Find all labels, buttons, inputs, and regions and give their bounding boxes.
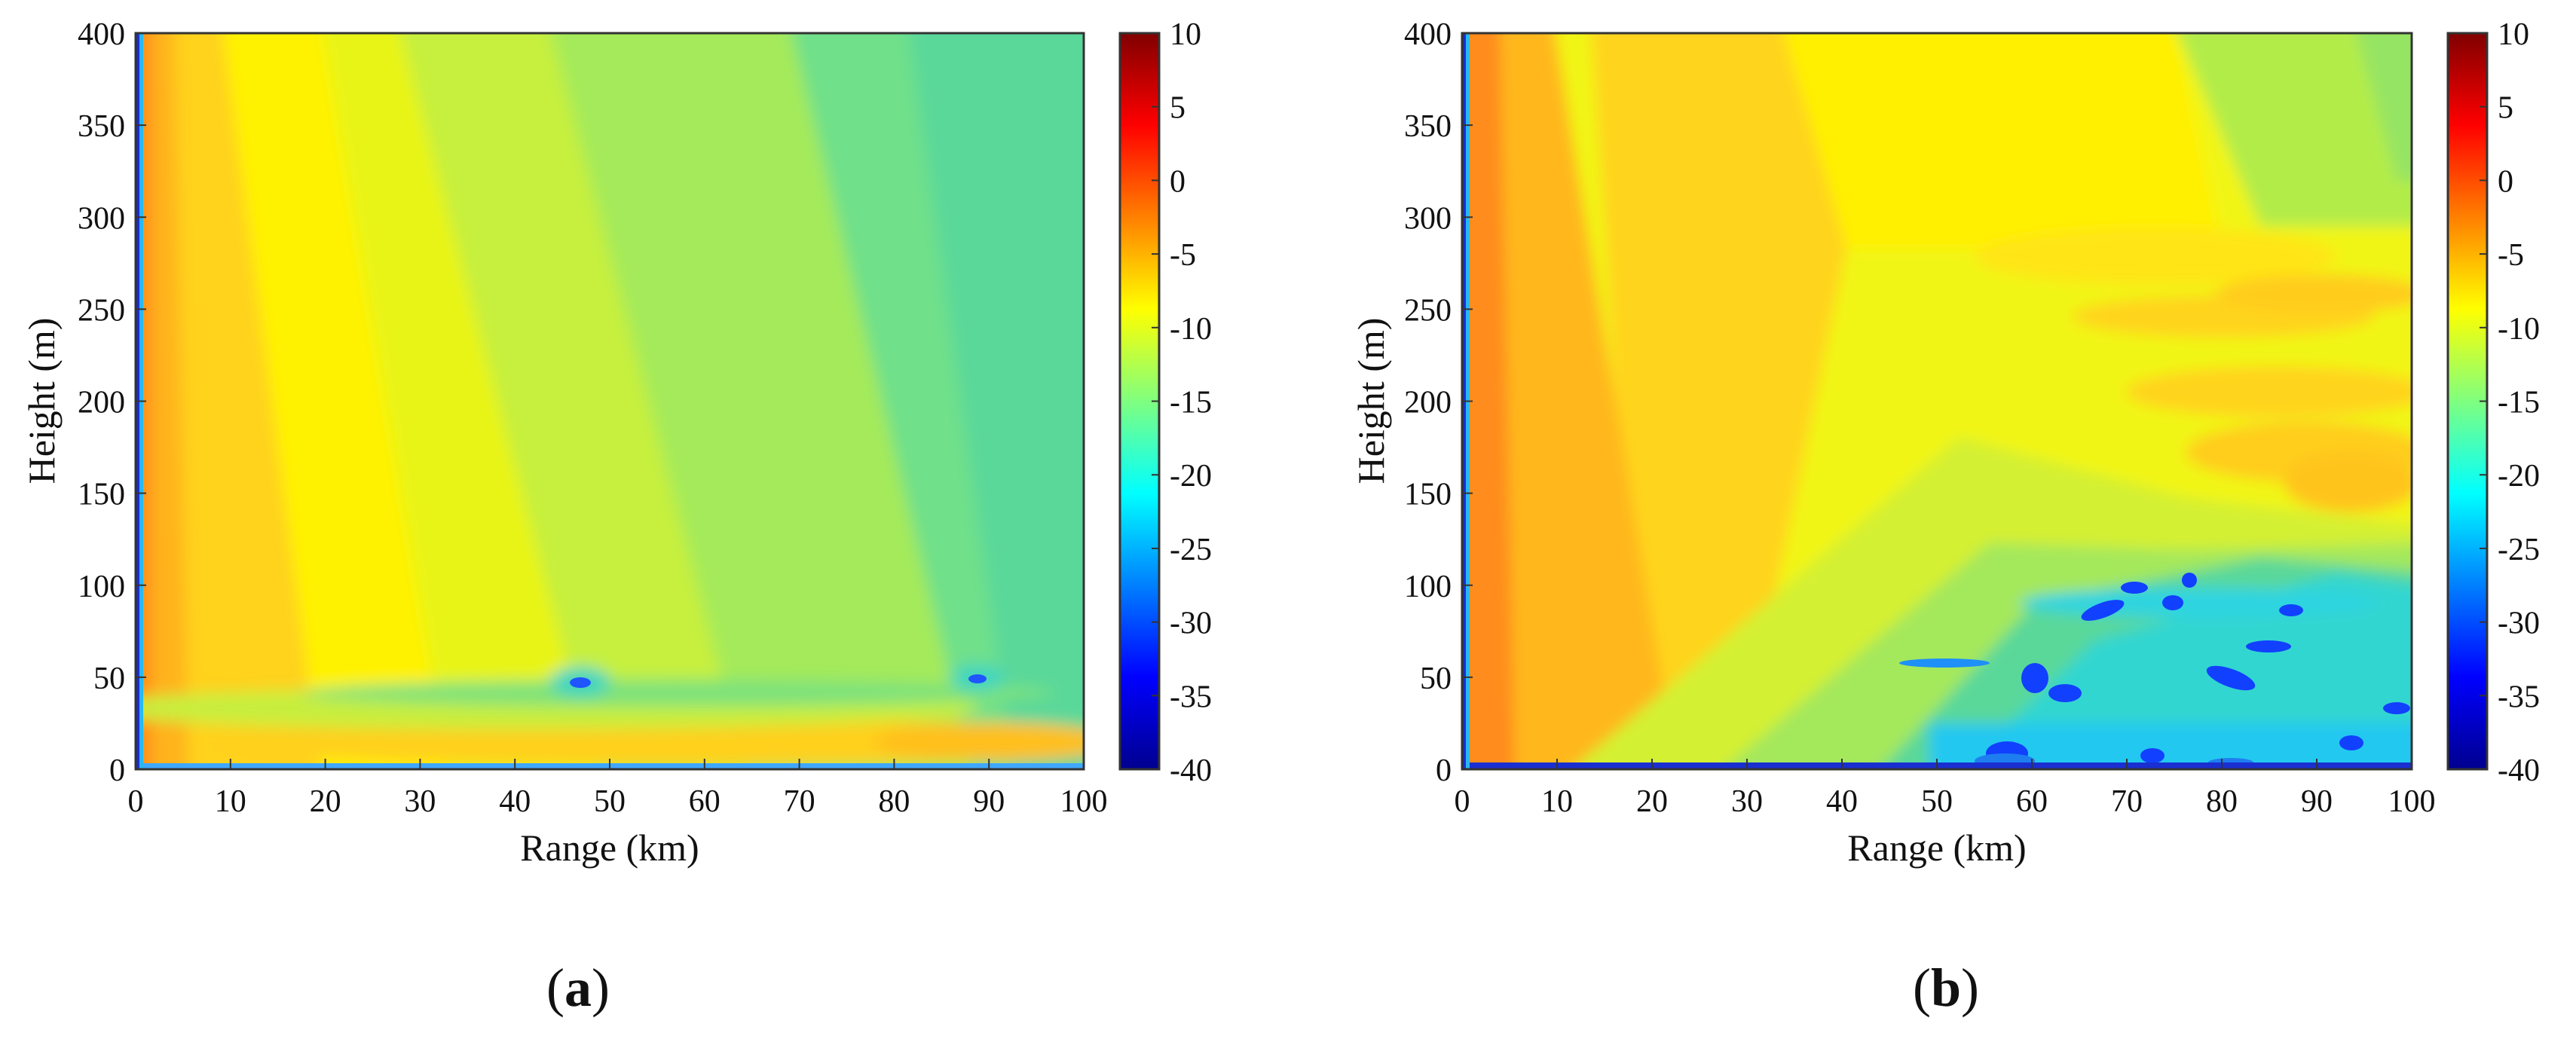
y-tick-label: 400 <box>78 17 125 52</box>
colorbar-tick-label: 0 <box>2498 164 2513 199</box>
y-tick-label: 250 <box>1404 293 1452 328</box>
x-tick-label: 100 <box>2388 784 2436 819</box>
colorbar-tick-label: -20 <box>1170 459 1212 493</box>
x-tick-label: 70 <box>2111 784 2143 819</box>
y-tick-label: 350 <box>78 109 125 144</box>
y-tick-label: 150 <box>78 478 125 512</box>
y-tick-label: 250 <box>78 293 125 328</box>
x-axis-label-a: Range (km) <box>520 827 699 869</box>
y-axis-a: 0 50 100 150 200 250 300 350 400 <box>78 17 146 788</box>
colorbar-tick-label: 10 <box>2498 17 2529 52</box>
x-tick-label: 50 <box>594 784 626 819</box>
x-tick-label: 20 <box>310 784 341 819</box>
y-tick-label: 400 <box>1404 17 1452 52</box>
colorbar-ticks-a: 10 5 0 -5 -10 -15 -20 -25 -30 -35 -40 <box>1152 17 1212 788</box>
colorbar-tick-label: 5 <box>2498 91 2513 126</box>
x-axis-label-b: Range (km) <box>1847 827 2026 869</box>
y-axis-label-b: Height (m) <box>1350 318 1392 484</box>
colorbar-tick-label: -40 <box>2498 753 2540 788</box>
colorbar-tick-label: -10 <box>2498 312 2540 347</box>
colorbar-tick-label: -35 <box>2498 680 2540 714</box>
plot-area-b <box>1462 33 2412 769</box>
x-tick-label: 40 <box>1826 784 1858 819</box>
y-tick-label: 0 <box>1436 753 1452 788</box>
x-tick-label: 10 <box>215 784 246 819</box>
panel-b: 0 10 20 30 40 50 60 70 80 90 100 05010015020025030… <box>1350 17 2540 869</box>
x-tick-label: 80 <box>878 784 910 819</box>
colorbar-tick-label: -5 <box>1170 238 1196 273</box>
x-tick-label: 50 <box>1921 784 1953 819</box>
y-tick-label: 200 <box>78 386 125 420</box>
x-tick-label: 90 <box>2301 784 2333 819</box>
colorbar-tick-label: -15 <box>2498 386 2540 420</box>
x-tick-label: 40 <box>499 784 531 819</box>
y-axis-b: 0 50 100 150 200 250 300 350 400 <box>1404 17 1473 788</box>
colorbar-tick-label: -25 <box>2498 533 2540 567</box>
y-axis-label-a: Height (m) <box>20 318 63 484</box>
plot-area-a <box>136 33 1084 769</box>
panel-letter-b: b <box>1930 958 1962 1018</box>
colorbar-tick-label: -25 <box>1170 533 1212 567</box>
y-tick-label: 100 <box>1404 570 1452 604</box>
x-axis-a: 0 10 20 30 40 50 60 70 80 90 100 <box>128 759 1108 819</box>
y-tick-label: 100 <box>78 570 125 604</box>
x-tick-label: 30 <box>1731 784 1763 819</box>
x-tick-label: 70 <box>784 784 815 819</box>
colorbar-tick-label: -40 <box>1170 753 1212 788</box>
panel-letter-a: a <box>564 958 592 1018</box>
x-tick-label: 0 <box>128 784 144 819</box>
colorbar-tick-label: 5 <box>1170 91 1186 126</box>
x-tick-label: 100 <box>1060 784 1108 819</box>
colorbar-tick-label: -5 <box>2498 238 2524 273</box>
colorbar-tick-label: -15 <box>1170 386 1212 420</box>
x-tick-label: 80 <box>2206 784 2238 819</box>
colorbar-tick-label: -30 <box>1170 607 1212 641</box>
y-tick-label: 300 <box>1404 201 1452 236</box>
x-tick-label: 30 <box>404 784 436 819</box>
panel-a: 0 10 20 30 40 50 60 70 80 90 100 05010015020025030… <box>20 17 1212 869</box>
x-tick-label: 90 <box>973 784 1005 819</box>
x-axis-b: 0 10 20 30 40 50 60 70 80 90 100 <box>1455 759 2436 819</box>
x-tick-label: 60 <box>2016 784 2048 819</box>
y-tick-label: 300 <box>78 201 125 236</box>
colorbar-tick-label: -30 <box>2498 607 2540 641</box>
colorbar-tick-label: 0 <box>1170 164 1186 199</box>
panel-label-b: (b) <box>1913 958 1980 1018</box>
y-tick-label: 200 <box>1404 386 1452 420</box>
panel-label-a: (a) <box>546 958 610 1018</box>
y-tick-label: 0 <box>109 753 125 788</box>
y-tick-label: 50 <box>1420 662 1452 696</box>
colorbar-ticks-b: 10 5 0 -5 -10 -15 -20 -25 -30 -35 -40 <box>2480 17 2540 788</box>
x-tick-label: 60 <box>689 784 720 819</box>
colorbar-tick-label: -10 <box>1170 312 1212 347</box>
y-tick-label: 350 <box>1404 109 1452 144</box>
y-tick-label: 50 <box>93 662 125 696</box>
colorbar-tick-label: -20 <box>2498 459 2540 493</box>
colorbar-tick-label: -35 <box>1170 680 1212 714</box>
y-tick-label: 150 <box>1404 478 1452 512</box>
x-tick-label: 10 <box>1541 784 1573 819</box>
colorbar-tick-label: 10 <box>1170 17 1201 52</box>
x-tick-label: 20 <box>1636 784 1668 819</box>
x-tick-label: 0 <box>1455 784 1470 819</box>
